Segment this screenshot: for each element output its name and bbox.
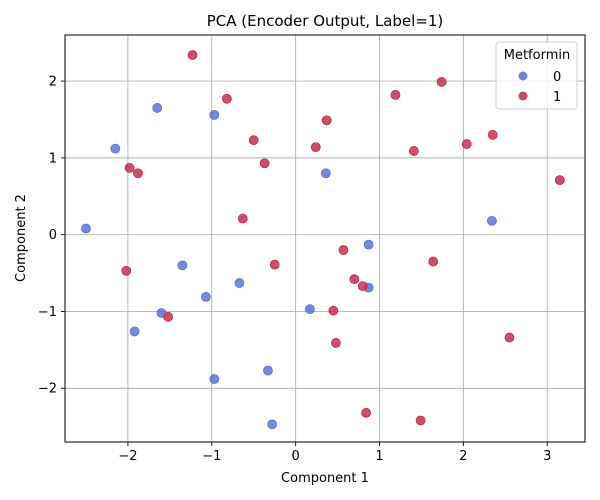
legend-marker-0 [518,71,528,81]
y-tick-label: −1 [38,305,57,320]
scatter-point-series-1 [163,311,174,322]
y-tick-label: 0 [49,228,57,243]
scatter-point-series-0 [209,374,220,384]
scatter-point-series-0 [234,278,245,288]
scatter-point-series-1 [331,338,341,348]
x-tick-label: 0 [292,449,300,464]
legend-box [495,41,578,110]
scatter-point-series-1 [349,274,360,285]
y-tick-label: 1 [49,151,57,166]
scatter-point-series-0 [177,260,188,271]
scatter-point-series-0 [267,419,278,430]
scatter-point-series-1 [504,332,515,343]
scatter-point-series-1 [461,139,472,149]
chart-title: PCA (Encoder Output, Label=1) [207,12,444,30]
scatter-point-series-1 [487,129,498,140]
scatter-point-series-1 [321,115,332,126]
scatter-point-series-1 [436,76,447,87]
scatter-point-series-1 [310,142,321,153]
scatter-point-series-1 [187,50,198,60]
axis-ticks: −2 −1 0 1 2 3 −2 −1 0 1 2 [38,75,552,464]
scatter-point-series-1 [338,245,349,255]
x-tick-label: 1 [375,449,383,464]
scatter-point-series-0 [320,168,331,179]
scatter-point-series-1 [124,162,135,173]
scatter-point-series-1 [269,259,280,270]
x-tick-label: −1 [202,449,221,464]
plot-frame [64,34,586,443]
y-tick-label: 2 [49,75,57,90]
legend-title: Metformin [504,48,570,63]
scatter-point-series-1 [248,135,259,146]
scatter-point-series-1 [390,89,401,100]
scatter-point-series-1 [221,93,232,104]
y-tick-label: −2 [38,382,57,397]
scatter-point-series-0 [110,143,121,154]
scatter-point-series-1 [554,175,565,186]
scatter-point-series-1 [237,213,248,224]
legend-label-0: 0 [553,70,561,85]
scatter-point-series-1 [259,158,270,169]
scatter-point-series-1 [133,168,143,179]
scatter-point-series-0 [201,291,211,302]
x-tick-label: 2 [459,449,467,464]
scatter-point-series-1 [121,265,132,276]
scatter-point-series-0 [263,365,273,376]
scatter-point-series-0 [209,109,220,120]
x-tick-label: 3 [543,449,551,464]
legend-marker-1 [518,91,528,101]
scatter-point-series-0 [363,239,374,250]
scatter-point-series-1 [415,415,426,426]
y-axis-label: Component 2 [14,194,29,282]
x-axis-label: Component 1 [281,471,369,486]
data-points [81,50,565,430]
scatter-point-series-1 [428,256,439,267]
scatter-point-series-0 [152,103,163,113]
legend-label-1: 1 [553,90,561,105]
scatter-point-series-1 [409,146,419,156]
scatter-point-series-1 [357,281,368,292]
scatter-point-series-1 [361,407,371,418]
scatter-point-series-0 [305,304,315,315]
scatter-point-series-0 [487,215,497,226]
scatter-point-series-0 [129,326,140,337]
x-tick-label: −2 [118,449,137,464]
legend: Metformin 0 1 [495,41,578,110]
scatter-point-series-1 [328,305,339,316]
scatter-point-series-0 [81,223,91,234]
